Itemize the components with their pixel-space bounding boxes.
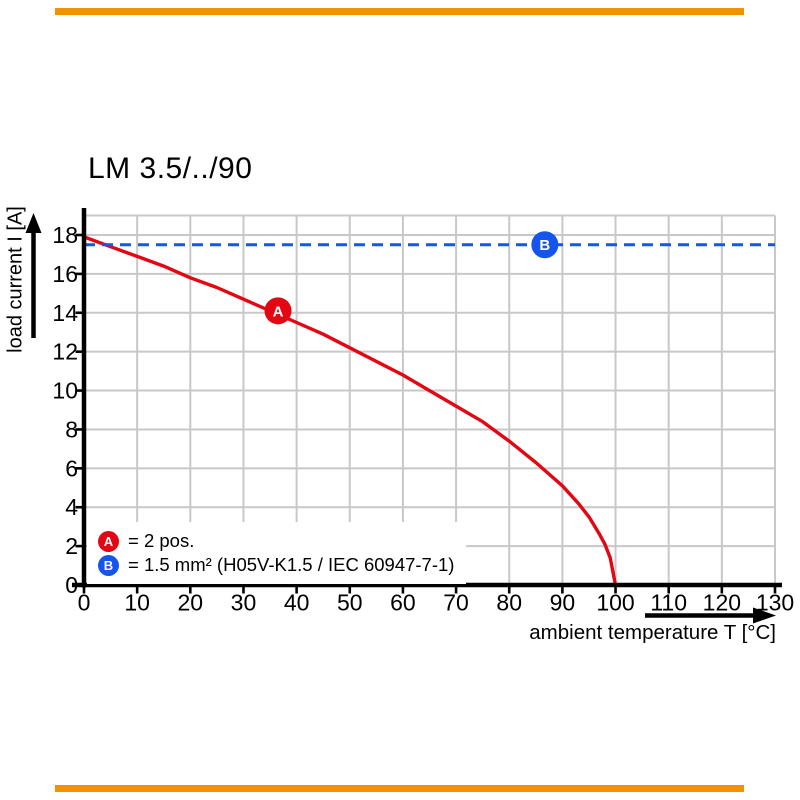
svg-text:90: 90 [550, 590, 576, 616]
top-accent-bar [55, 8, 744, 15]
svg-text:80: 80 [496, 590, 522, 616]
y-tick-labels: 0 2 4 6 8 10 12 14 16 18 [52, 222, 78, 598]
legend-item-b: B = 1.5 mm² (H05V-K1.5 / IEC 60947-7-1) [98, 554, 466, 576]
legend-label-b: = 1.5 mm² (H05V-K1.5 / IEC 60947-7-1) [128, 554, 455, 575]
series-a-line [83, 235, 618, 586]
svg-text:6: 6 [65, 455, 78, 481]
x-axis-label: ambient temperature T [°C] [529, 621, 776, 644]
bottom-accent-bar [55, 785, 744, 792]
svg-text:4: 4 [65, 494, 78, 520]
svg-text:0: 0 [65, 572, 78, 598]
curve-marker-a: A [264, 297, 292, 325]
legend: A = 2 pos. B = 1.5 mm² (H05V-K1.5 / IEC … [87, 522, 466, 584]
svg-text:B: B [539, 237, 550, 254]
svg-text:100: 100 [596, 590, 634, 616]
legend-label-a: = 2 pos. [128, 530, 195, 551]
svg-text:10: 10 [52, 378, 78, 404]
legend-item-a: A = 2 pos. [98, 530, 466, 552]
svg-text:20: 20 [178, 590, 204, 616]
svg-text:60: 60 [390, 590, 416, 616]
svg-text:110: 110 [650, 590, 687, 616]
svg-text:8: 8 [65, 416, 78, 442]
svg-text:A: A [273, 303, 284, 320]
x-axis-arrow-icon [645, 607, 776, 624]
svg-text:12: 12 [52, 339, 78, 365]
svg-text:14: 14 [52, 300, 78, 326]
y-axis-arrow-icon [25, 213, 42, 338]
series-b-marker-icon: B [98, 554, 119, 576]
svg-text:16: 16 [52, 261, 78, 287]
x-tick-labels: 0 10 20 30 40 50 60 70 80 90 100 110 120 130 [78, 590, 795, 616]
series-a-marker-icon: A [98, 530, 119, 552]
svg-text:50: 50 [337, 590, 363, 616]
chart-title: LM 3.5/../90 [88, 152, 253, 185]
svg-text:30: 30 [231, 590, 257, 616]
tick-marks [75, 233, 777, 594]
curve-marker-b: B [531, 231, 559, 259]
svg-text:120: 120 [703, 590, 741, 616]
svg-text:0: 0 [78, 590, 91, 616]
svg-text:2: 2 [65, 533, 78, 559]
svg-text:18: 18 [52, 222, 78, 248]
svg-text:70: 70 [443, 590, 469, 616]
svg-text:40: 40 [284, 590, 310, 616]
svg-text:10: 10 [124, 590, 150, 616]
